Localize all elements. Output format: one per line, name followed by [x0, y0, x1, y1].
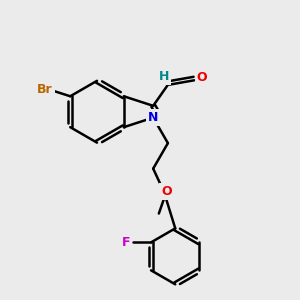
Text: O: O [161, 185, 172, 198]
Text: H: H [159, 70, 169, 83]
Text: O: O [197, 70, 207, 84]
Text: N: N [148, 111, 158, 124]
Text: F: F [122, 236, 130, 249]
Text: Br: Br [37, 83, 52, 96]
